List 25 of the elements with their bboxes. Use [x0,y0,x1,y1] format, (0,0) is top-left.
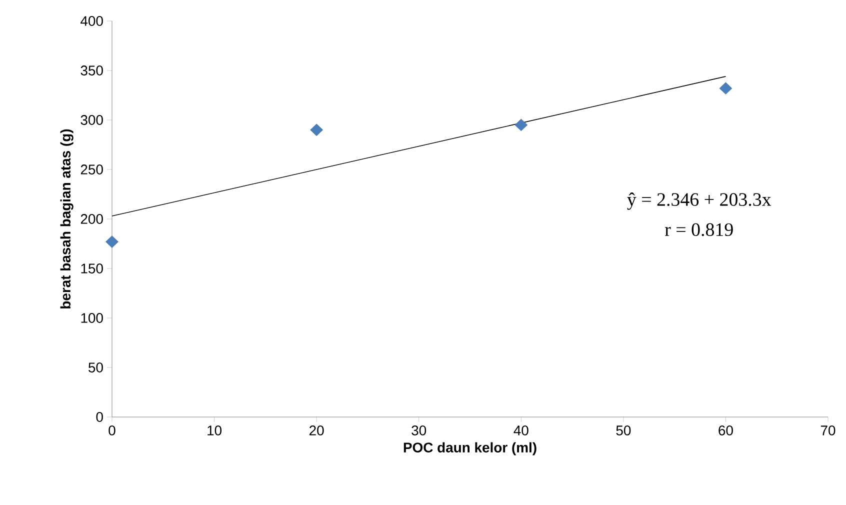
y-tick-label: 300 [80,115,103,125]
annotation: r = 0.819 [664,223,733,236]
y-tick-label: 250 [80,164,103,174]
x-tick-label: 40 [514,426,528,436]
y-axis-title: berat basah bagian atas (g) [60,129,74,308]
y-tick-label: 350 [80,66,103,76]
point [310,124,324,136]
annotation: ŷ = 2.346 + 203.3x [627,192,772,210]
x-tick-label: 30 [412,426,426,436]
y-tick-label: 400 [80,16,103,26]
y-tick-label: 50 [88,362,103,372]
point [106,236,118,248]
x-tick-label: 20 [310,426,324,436]
y-tick-label: 0 [96,412,103,422]
point [719,82,732,94]
y-tick-label: 200 [80,214,103,224]
x-axis-title: POC daun kelor (ml) [404,442,536,456]
y-tick-label: 150 [81,264,103,274]
x-tick-label: 10 [208,426,222,436]
y-tick-label: 100 [81,313,103,323]
x-tick-label: 60 [718,426,733,436]
x-tick-label: 0 [108,426,116,436]
x-tick-label: 50 [616,426,631,436]
point [514,118,528,132]
x-tick-label: 70 [820,426,836,436]
